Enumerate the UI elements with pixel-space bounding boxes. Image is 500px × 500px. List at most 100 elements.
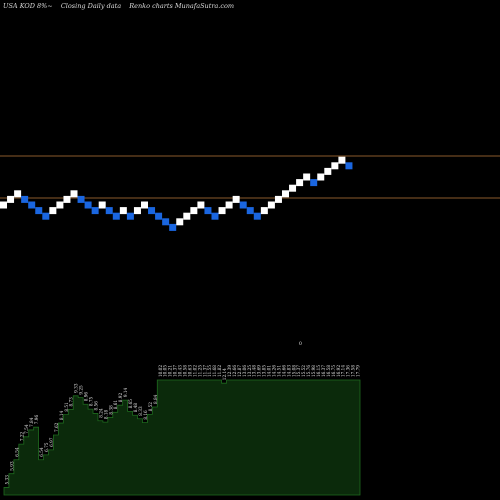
- volume-label: 12.87: [237, 365, 242, 377]
- volume-label: 10.43: [178, 365, 183, 377]
- renko-brick-up: [274, 195, 282, 203]
- volume-label: 11.82: [217, 365, 222, 377]
- renko-brick-up: [260, 207, 268, 215]
- volume-label: 11.68: [212, 365, 217, 377]
- volume-label: 13.69: [257, 365, 262, 377]
- volume-label: 8.18: [103, 409, 108, 419]
- volume-label: 8.96: [84, 392, 89, 402]
- volume-label: 16.58: [326, 365, 331, 377]
- volume-label: 10.63: [187, 365, 192, 377]
- renko-brick-up: [0, 201, 7, 209]
- renko-brick-down: [345, 162, 353, 170]
- renko-brick-up: [289, 184, 297, 192]
- volume-label: 14.51: [276, 365, 281, 377]
- volume-label: 15.52: [301, 365, 306, 377]
- renko-brick-down: [77, 195, 85, 203]
- renko-brick-up: [267, 201, 275, 209]
- volume-label: 8.14: [59, 410, 64, 420]
- renko-brick-down: [155, 212, 163, 220]
- renko-bricks: [0, 156, 353, 231]
- volume-label: 11.37: [202, 365, 207, 377]
- renko-brick-down: [112, 212, 120, 220]
- renko-brick-up: [317, 173, 325, 181]
- volume-label: 5.33: [4, 475, 9, 485]
- volume-label: 8.84: [153, 394, 158, 404]
- chart-kind-label: Renko charts MunafaSutra.com: [129, 2, 235, 10]
- volume-label: 13.85: [262, 365, 267, 377]
- volume-label: 8.24: [98, 408, 103, 418]
- volume-label: 10.21: [168, 365, 173, 377]
- volume-label: 9.14: [123, 387, 128, 397]
- renko-brick-up: [49, 207, 57, 215]
- volume-annotation: 0: [299, 341, 302, 347]
- renko-brick-up: [176, 218, 184, 226]
- renko-brick-down: [84, 201, 92, 209]
- renko-brick-down: [246, 207, 254, 215]
- renko-brick-up: [282, 190, 289, 198]
- renko-brick-up: [197, 201, 205, 209]
- renko-brick-up: [218, 207, 226, 215]
- volume-label: 10.05: [163, 365, 168, 377]
- renko-brick-down: [148, 207, 156, 215]
- volume-label: 16.15: [316, 365, 321, 377]
- volume-label: 14.83: [286, 365, 291, 377]
- volume-label: 12.66: [232, 365, 237, 377]
- renko-brick-up: [303, 173, 311, 181]
- volume-label: 15.98: [311, 365, 316, 377]
- renko-brick-down: [35, 207, 43, 215]
- volume-label: 14.66: [281, 365, 286, 377]
- volume-label: 17.14: [341, 365, 346, 377]
- renko-brick-down: [105, 207, 113, 215]
- renko-brick-up: [324, 167, 332, 175]
- renko-brick-up: [133, 207, 141, 215]
- volume-label: 6.54: [14, 447, 19, 457]
- renko-brick-up: [56, 201, 64, 209]
- renko-brick-up: [63, 195, 71, 203]
- volume-label: 14.26: [271, 365, 276, 377]
- volume-label: 8.51: [64, 402, 69, 412]
- volume-label: 17.36: [346, 365, 351, 377]
- renko-brick-down: [21, 195, 29, 203]
- renko-brick-down: [91, 207, 99, 215]
- volume-label: 8.92: [118, 393, 123, 403]
- volume-label: 8.56: [93, 401, 98, 411]
- volume-label: 8.61: [113, 400, 118, 410]
- volume-label: 11.55: [207, 365, 212, 377]
- volume-label: 7.96: [34, 415, 39, 425]
- volume-area: [3, 379, 361, 496]
- volume-label: 17.79: [356, 365, 361, 377]
- volume-label: 11.02: [192, 365, 197, 377]
- volume-label: 9.33: [74, 383, 79, 393]
- renko-brick-up: [232, 195, 240, 203]
- renko-brick-down: [169, 223, 177, 231]
- volume-label: 12.39: [227, 365, 232, 377]
- symbol-label: USA KOD 8%~: [3, 2, 53, 10]
- renko-brick-down: [126, 212, 134, 220]
- volume-label: 9.25: [79, 385, 84, 395]
- volume-label: 15.76: [306, 365, 311, 377]
- renko-brick-up: [296, 179, 304, 187]
- renko-brick-down: [310, 179, 318, 187]
- volume-label: 8.73: [69, 397, 74, 407]
- renko-brick-down: [162, 218, 170, 226]
- volume-label: 16.92: [336, 365, 341, 377]
- renko-brick-up: [70, 190, 78, 198]
- volume-label: 13.25: [247, 365, 252, 377]
- volume-label: 10.37: [173, 365, 178, 377]
- volume-label: 17.58: [351, 365, 356, 377]
- volume-label: 6.75: [44, 442, 49, 452]
- renko-brick-up: [331, 162, 339, 170]
- renko-brick-down: [204, 207, 212, 215]
- volume-label: 8.52: [148, 402, 153, 412]
- renko-brick-up: [7, 195, 15, 203]
- volume-label: 16.75: [331, 365, 336, 377]
- renko-brick-down: [211, 212, 219, 220]
- volume-label: 8.75: [89, 396, 94, 406]
- volume-label: 8.38: [108, 405, 113, 415]
- renko-brick-up: [190, 207, 198, 215]
- volume-label: 13.48: [252, 365, 257, 377]
- volume-label: 8.33: [138, 406, 143, 416]
- volume-labels: 5.335.936.547.227.547.84 7.966.546.756.97…: [4, 341, 360, 484]
- renko-brick-down: [239, 201, 247, 209]
